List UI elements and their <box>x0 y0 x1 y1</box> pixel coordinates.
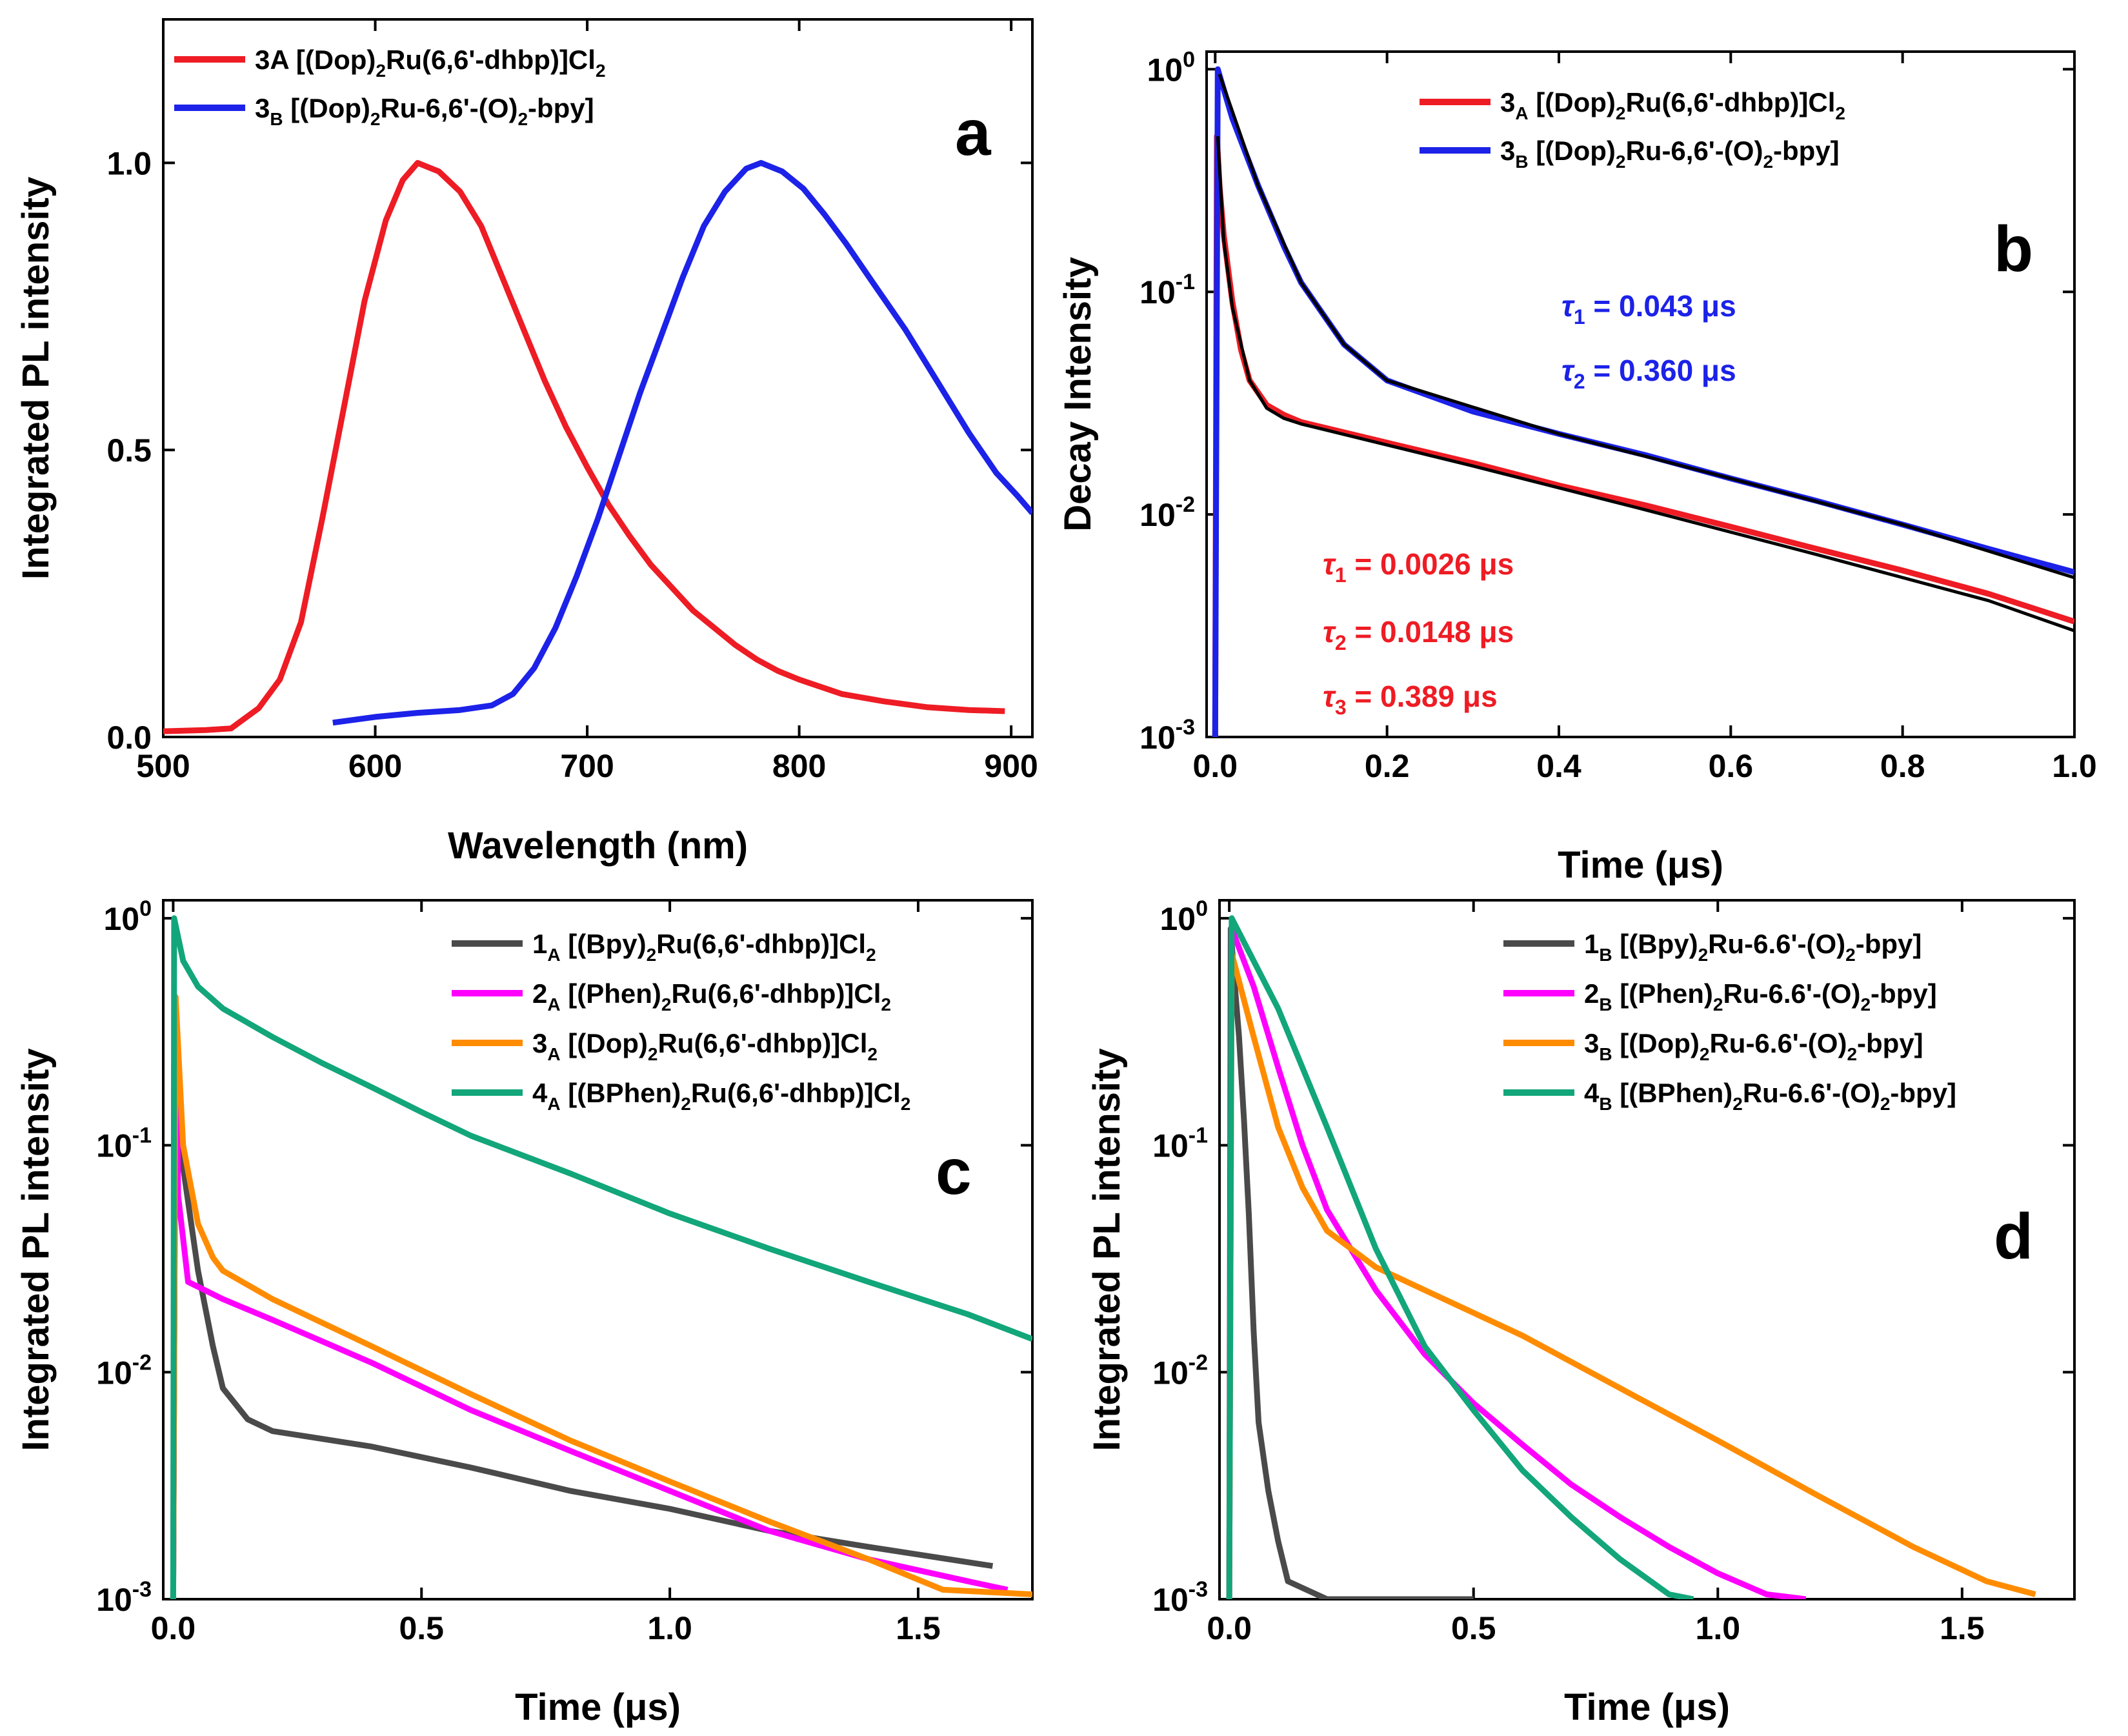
x-tick-label: 700 <box>560 748 614 784</box>
legend-entry: 3A [(Dop)2Ru(6,6'-dhbp)]Cl2 <box>1500 87 1845 123</box>
fit-line <box>1218 74 2074 580</box>
y-tick-label: 0.0 <box>106 720 152 756</box>
legend-entry: 2B [(Phen)2Ru-6.6'-(O)2-bpy] <box>1584 978 1937 1014</box>
x-tick-label: 0.6 <box>1709 748 1754 784</box>
series-line <box>1226 915 1694 1599</box>
x-tick-label: 1.5 <box>1940 1610 1985 1646</box>
series-line <box>170 1034 994 1599</box>
x-tick-label: 0.8 <box>1880 748 1925 784</box>
y-axis-title: Integrated PL intensity <box>1086 1048 1128 1451</box>
series-line <box>332 159 1032 726</box>
series-line <box>170 915 1032 1599</box>
legend-entry: 4B [(BPhen)2Ru-6.6'-(O)2-bpy] <box>1584 1078 1956 1114</box>
x-axis-title: Time (μs) <box>1564 1686 1730 1728</box>
tau-annotation: τ2 = 0.0148 μs <box>1323 615 1514 654</box>
panel-b: 0.0 0.2 0.4 0.6 0.8 1.0 100 10-1 10-2 10-3 Time (μ… <box>1057 47 2097 886</box>
y-axis-title: Decay Intensity <box>1057 257 1099 532</box>
x-axis-title: Wavelength (nm) <box>448 825 748 867</box>
x-tick-label: 900 <box>984 748 1038 784</box>
x-tick-label: 0.2 <box>1365 748 1410 784</box>
y-tick-label: 10-2 <box>1139 492 1195 533</box>
y-tick-label: 10-2 <box>96 1350 152 1391</box>
y-tick-label: 10-3 <box>1139 715 1195 756</box>
series-line <box>163 159 1005 734</box>
y-tick-label: 10-1 <box>1139 270 1195 310</box>
panel-letter: d <box>1994 1200 2033 1273</box>
x-tick-label: 1.0 <box>1696 1610 1741 1646</box>
legend-entry: 4A [(BPhen)2Ru(6,6'-dhbp)]Cl2 <box>532 1078 910 1114</box>
y-tick-label: 10-3 <box>1152 1577 1208 1618</box>
panel-c: 0.0 0.5 1.0 1.5 100 10-1 10-2 10-3 Time (μs) Inte… <box>15 896 1034 1728</box>
x-tick-label: 0.5 <box>1451 1610 1496 1646</box>
y-tick-label: 100 <box>1159 896 1208 937</box>
plot-frame <box>162 899 1034 1600</box>
legend-entry: 1A [(Bpy)2Ru(6,6'-dhbp)]Cl2 <box>532 929 876 965</box>
legend-entry: 3B [(Dop)2Ru-6.6'-(O)2-bpy] <box>1584 1028 1923 1064</box>
legend-entry: 3B [(Dop)2Ru-6,6'-(O)2-bpy] <box>1500 136 1840 172</box>
y-tick-label: 1.0 <box>106 145 152 181</box>
series-line <box>170 994 1032 1599</box>
plot-frame <box>1218 899 2076 1600</box>
x-axis-title: Time (μs) <box>515 1686 681 1728</box>
panel-letter: a <box>955 97 992 169</box>
x-tick-label: 500 <box>136 748 190 784</box>
fit-line <box>1216 136 2074 632</box>
y-tick-label: 10-1 <box>1152 1124 1208 1164</box>
x-tick-label: 0.0 <box>1207 1610 1252 1646</box>
y-axis-title: Integrated PL intensity <box>15 1048 57 1451</box>
x-axis-title: Time (μs) <box>1558 844 1723 886</box>
panel-letter: b <box>1994 213 2033 285</box>
panel-a: 500 600 700 800 900 0.0 0.5 1.0 Wavelength (nm) I… <box>15 18 1038 867</box>
series-line <box>1226 950 2036 1599</box>
x-tick-label: 800 <box>772 748 826 784</box>
x-tick-label: 0.4 <box>1536 748 1581 784</box>
x-tick-label: 0.0 <box>151 1610 196 1646</box>
tau-annotation: τ3 = 0.389 μs <box>1323 680 1498 719</box>
legend-entry: 3A [(Dop)2Ru(6,6'-dhbp)]Cl2 <box>255 45 606 81</box>
y-axis-title: Integrated PL intensity <box>15 177 57 580</box>
panel-d: 0.0 0.5 1.0 1.5 100 10-1 10-2 10-3 Time (μs) Inte… <box>1086 896 2076 1728</box>
tau-annotation: τ2 = 0.360 μs <box>1561 354 1736 393</box>
y-tick-label: 100 <box>103 896 152 937</box>
plot-frame <box>1205 50 2076 738</box>
x-tick-label: 0.5 <box>399 1610 444 1646</box>
x-tick-label: 1.0 <box>647 1610 692 1646</box>
legend-entry: 2A [(Phen)2Ru(6,6'-dhbp)]Cl2 <box>532 978 891 1014</box>
tau-annotation: τ1 = 0.0026 μs <box>1323 547 1514 587</box>
x-tick-label: 1.5 <box>896 1610 941 1646</box>
y-tick-label: 100 <box>1147 47 1195 88</box>
legend-entry: 3A [(Dop)2Ru(6,6'-dhbp)]Cl2 <box>532 1028 878 1064</box>
y-tick-label: 0.5 <box>106 432 152 469</box>
x-tick-label: 1.0 <box>2052 748 2097 784</box>
plot-frame <box>162 18 1034 738</box>
y-tick-label: 10-3 <box>96 1577 152 1618</box>
x-tick-label: 0.0 <box>1193 748 1238 784</box>
legend-entry: 1B [(Bpy)2Ru-6.6'-(O)2-bpy] <box>1584 929 1922 965</box>
x-tick-label: 600 <box>348 748 402 784</box>
panel-letter: c <box>936 1136 972 1208</box>
legend-entry: 3B [(Dop)2Ru-6,6'-(O)2-bpy] <box>255 93 594 129</box>
y-tick-label: 10-1 <box>96 1124 152 1164</box>
y-tick-label: 10-2 <box>1152 1350 1208 1391</box>
tau-annotation: τ1 = 0.043 μs <box>1561 289 1736 328</box>
